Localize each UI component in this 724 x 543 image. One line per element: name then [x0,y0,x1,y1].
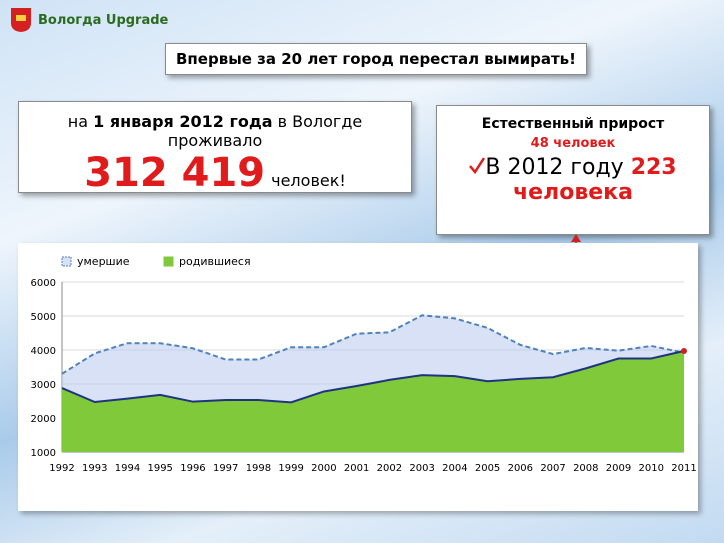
x-tick-label: 1995 [147,463,172,474]
x-tick-label: 2008 [573,463,598,474]
y-tick-label: 4000 [31,346,56,357]
x-tick-label: 2009 [606,463,631,474]
check-icon [469,157,486,175]
chart: 1000 2000 3000 4000 5000 6000 1992 1993 1994 1995… [18,243,698,511]
x-tick-label: 1992 [49,463,74,474]
y-tick-label: 3000 [31,380,56,391]
x-tick-label: 2001 [344,463,369,474]
text: В 2012 году [485,155,624,180]
legend-label: родившиеся [179,255,251,268]
x-tick-label: 1993 [82,463,107,474]
area-fill [62,351,684,452]
x-tick-label: 2002 [377,463,402,474]
growth-box: Естественный прирост 48 человек В 2012 г… [436,105,710,235]
x-tick-label: 2007 [540,463,565,474]
growth-title: Естественный прирост [481,116,665,132]
x-tick-label: 2005 [475,463,500,474]
y-tick-label: 6000 [31,278,56,289]
x-tick-label: 1994 [115,463,140,474]
x-tick-label: 1996 [180,463,205,474]
headline: Впервые за 20 лет город перестал вымират… [165,43,587,75]
legend-swatch [163,256,174,267]
highlight-point [681,348,687,355]
x-tick-label: 2003 [409,463,434,474]
legend-swatch [61,256,72,267]
x-tick-label: 1997 [213,463,238,474]
y-tick-label: 5000 [31,312,56,323]
unit: человек! [271,171,346,190]
x-tick-label: 2000 [311,463,336,474]
x-tick-label: 2004 [442,463,467,474]
date: 1 января 2012 года [93,112,273,131]
x-tick-label: 2006 [508,463,533,474]
text: в Вологде проживало [167,112,363,150]
x-tick-label: 2011 [671,463,696,474]
y-tick-label: 2000 [31,414,56,425]
x-tick-label: 1998 [246,463,271,474]
x-tick-label: 1999 [278,463,303,474]
text: на [67,112,89,131]
logo-emblem [11,8,31,32]
growth-value: 48 человек [530,136,616,151]
series-line [61,314,685,375]
y-tick-label: 1000 [31,448,56,459]
logo-text: Вологда Upgrade [38,12,169,28]
population-box: на 1 января 2012 года в Вологде проживал… [18,101,412,196]
population-number: 312 419 [84,150,266,196]
unit: человека [513,180,633,205]
logo: Вологда Upgrade [10,6,168,34]
x-tick-label: 2010 [639,463,664,474]
legend-label: умершие [77,255,130,268]
series-line [61,350,685,404]
number: 223 [630,155,677,180]
